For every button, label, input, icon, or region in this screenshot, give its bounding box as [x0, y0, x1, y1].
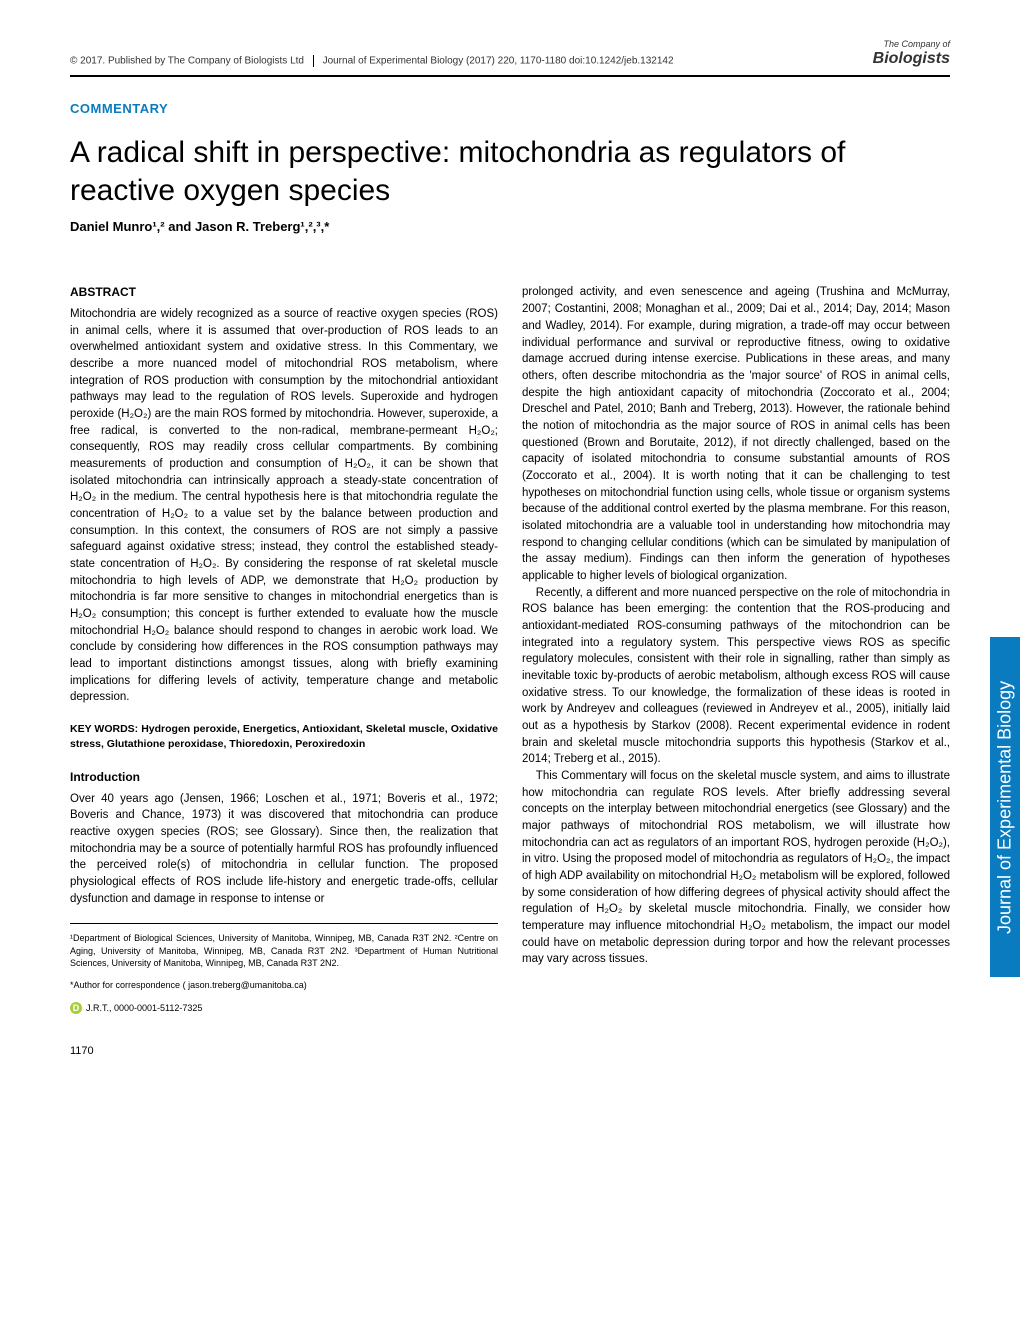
- right-column: prolonged activity, and even senescence …: [522, 284, 950, 1015]
- introduction-heading: Introduction: [70, 769, 498, 786]
- article-type-label: COMMENTARY: [70, 101, 950, 116]
- left-column: ABSTRACT Mitochondria are widely recogni…: [70, 284, 498, 1015]
- abstract-heading: ABSTRACT: [70, 284, 498, 301]
- header-divider: [313, 55, 314, 67]
- copyright-text: © 2017. Published by The Company of Biol…: [70, 56, 304, 67]
- page-number: 1170: [70, 1045, 950, 1057]
- keywords-block: KEY WORDS: Hydrogen peroxide, Energetics…: [70, 722, 498, 751]
- publisher-logo: The Company of Biologists: [873, 40, 950, 67]
- logo-line1: The Company of: [873, 40, 950, 50]
- header-text: © 2017. Published by The Company of Biol…: [70, 55, 873, 67]
- two-column-layout: ABSTRACT Mitochondria are widely recogni…: [70, 284, 950, 1015]
- col2-paragraph-1: prolonged activity, and even senescence …: [522, 284, 950, 584]
- col2-paragraph-3: This Commentary will focus on the skelet…: [522, 768, 950, 968]
- author-list: Daniel Munro¹,² and Jason R. Treberg¹,²,…: [70, 219, 950, 234]
- intro-paragraph-1: Over 40 years ago (Jensen, 1966; Loschen…: [70, 791, 498, 908]
- orcid-line: D J.R.T., 0000-0001-5112-7325: [70, 1002, 498, 1015]
- affiliations-block: ¹Department of Biological Sciences, Univ…: [70, 923, 498, 968]
- abstract-body: Mitochondria are widely recognized as a …: [70, 306, 498, 706]
- journal-citation: Journal of Experimental Biology (2017) 2…: [323, 56, 674, 67]
- col2-paragraph-2: Recently, a different and more nuanced p…: [522, 585, 950, 768]
- header-bar: © 2017. Published by The Company of Biol…: [70, 40, 950, 77]
- orcid-icon: D: [70, 1002, 82, 1014]
- page-container: © 2017. Published by The Company of Biol…: [0, 0, 1020, 1097]
- orcid-text: J.R.T., 0000-0001-5112-7325: [86, 1002, 202, 1015]
- journal-side-tab: Journal of Experimental Biology: [990, 637, 1020, 977]
- correspondence-line: *Author for correspondence ( jason.trebe…: [70, 979, 498, 992]
- logo-line2: Biologists: [873, 50, 950, 68]
- article-title: A radical shift in perspective: mitochon…: [70, 134, 950, 209]
